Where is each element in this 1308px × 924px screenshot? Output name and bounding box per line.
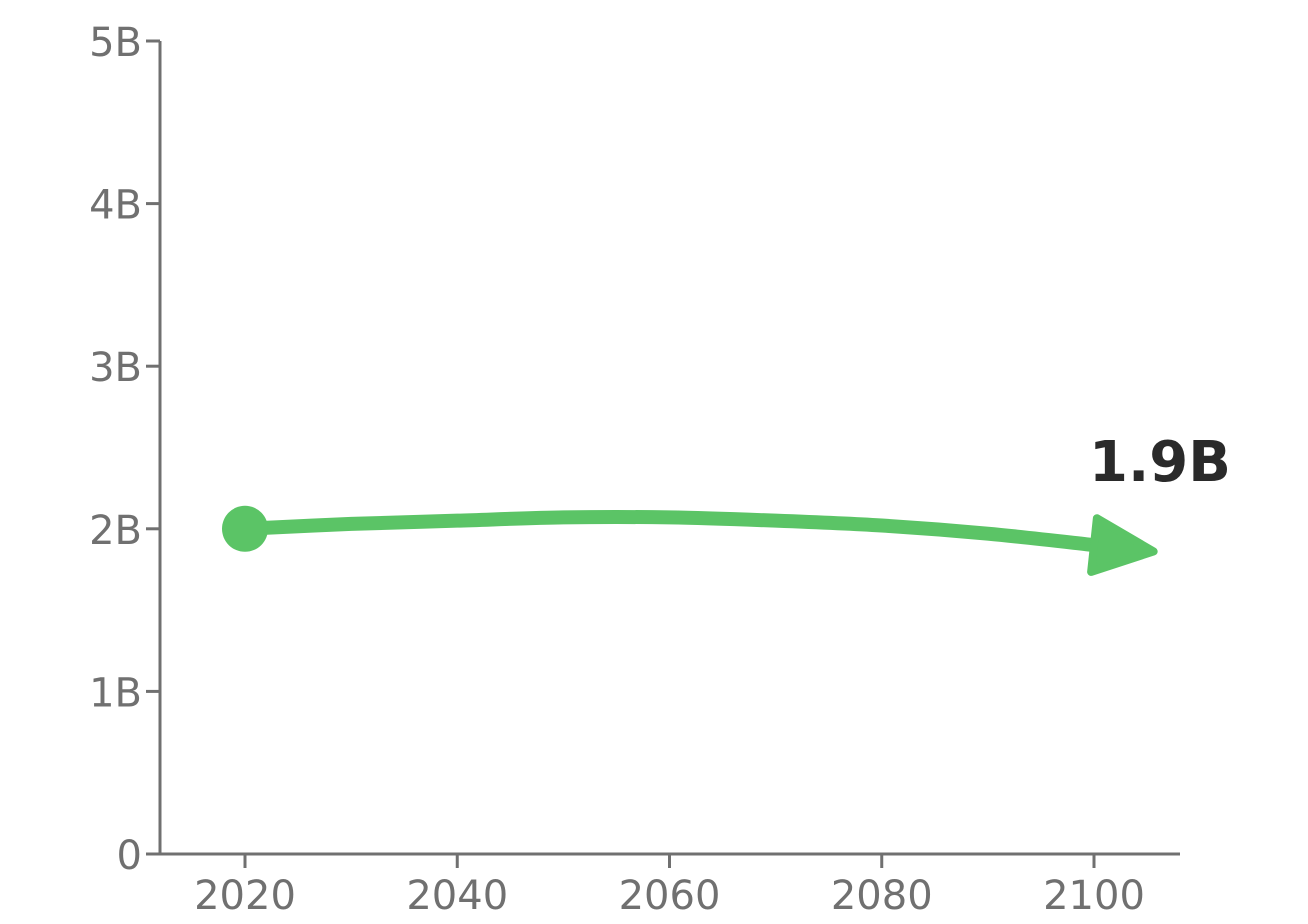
y-tick-label: 5B xyxy=(89,20,142,66)
y-tick-label: 4B xyxy=(89,183,142,229)
axes: 0 1B 2B 3B 4B 5B 2020 2040 2060 2080 2100 xyxy=(89,20,1180,919)
series-line xyxy=(238,510,1101,553)
y-tick-label: 2B xyxy=(89,508,142,554)
x-tick-label: 2060 xyxy=(619,873,721,919)
y-tick-label: 3B xyxy=(89,345,142,391)
x-tick-label: 2100 xyxy=(1043,873,1145,919)
end-arrow xyxy=(1087,514,1158,576)
x-tick-label: 2080 xyxy=(831,873,933,919)
series-layer xyxy=(222,505,1158,576)
end-label: 1.9B xyxy=(1089,430,1231,495)
y-tick-label: 0 xyxy=(117,833,142,879)
start-point xyxy=(222,505,268,552)
x-tick-label: 2040 xyxy=(406,873,508,919)
y-tick-label: 1B xyxy=(89,670,142,716)
x-tick-label: 2020 xyxy=(194,873,296,919)
